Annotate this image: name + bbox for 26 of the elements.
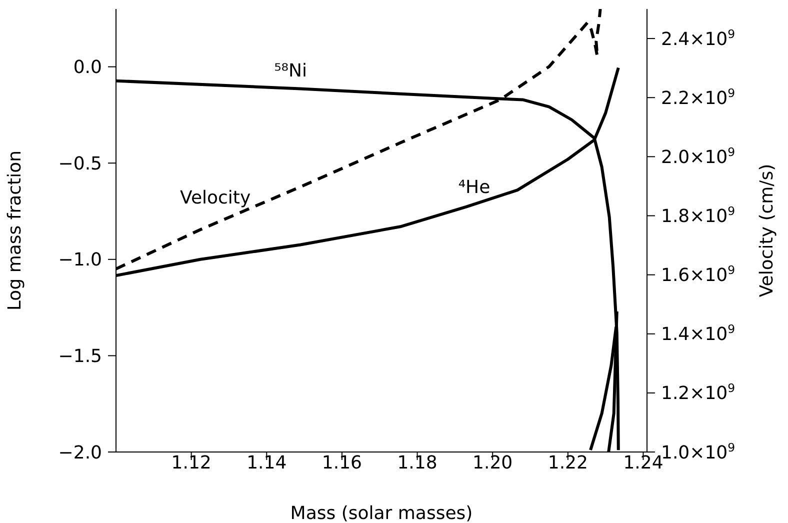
y-tick-label: −1.0 [58, 250, 102, 271]
y2-axis-title: Velocity (cm/s) [756, 164, 778, 298]
series-label: Velocity [180, 188, 252, 209]
series-label: ⁵⁸Ni [274, 60, 307, 82]
y2-tick-label: 2.0×10$^{9}$ [661, 144, 736, 168]
y2-tick-label: 1.0×10$^{9}$ [661, 440, 736, 464]
x-tick-label: 1.20 [472, 452, 513, 474]
x-tick-label: 1.22 [548, 452, 588, 474]
y2-tick-label: 1.4×10$^{9}$ [661, 322, 736, 346]
y-tick-label: −1.5 [58, 346, 102, 367]
y2-tick-label: 1.8×10$^{9}$ [661, 204, 736, 228]
y2-tick-label: 1.2×10$^{9}$ [661, 381, 736, 404]
y-axis-title: Log mass fraction [4, 150, 26, 311]
y2-tick-label: 2.2×10$^{9}$ [661, 86, 736, 109]
x-tick-label: 1.24 [623, 452, 664, 474]
y-tick-label: −0.5 [58, 153, 102, 174]
y-tick-label: 0.0 [73, 57, 102, 78]
x-tick-label: 1.18 [397, 452, 438, 474]
x-tick-label: 1.16 [322, 452, 362, 474]
x-tick-label: 1.12 [171, 452, 212, 474]
y2-tick-label: 1.6×10$^{9}$ [661, 263, 736, 286]
series-label: ⁴He [458, 176, 490, 198]
y-tick-label: −2.0 [58, 442, 102, 464]
y2-tick-label: 2.4×10$^{9}$ [661, 26, 736, 50]
x-axis-title: Mass (solar masses) [290, 503, 473, 523]
x-tick-label: 1.14 [246, 452, 287, 474]
